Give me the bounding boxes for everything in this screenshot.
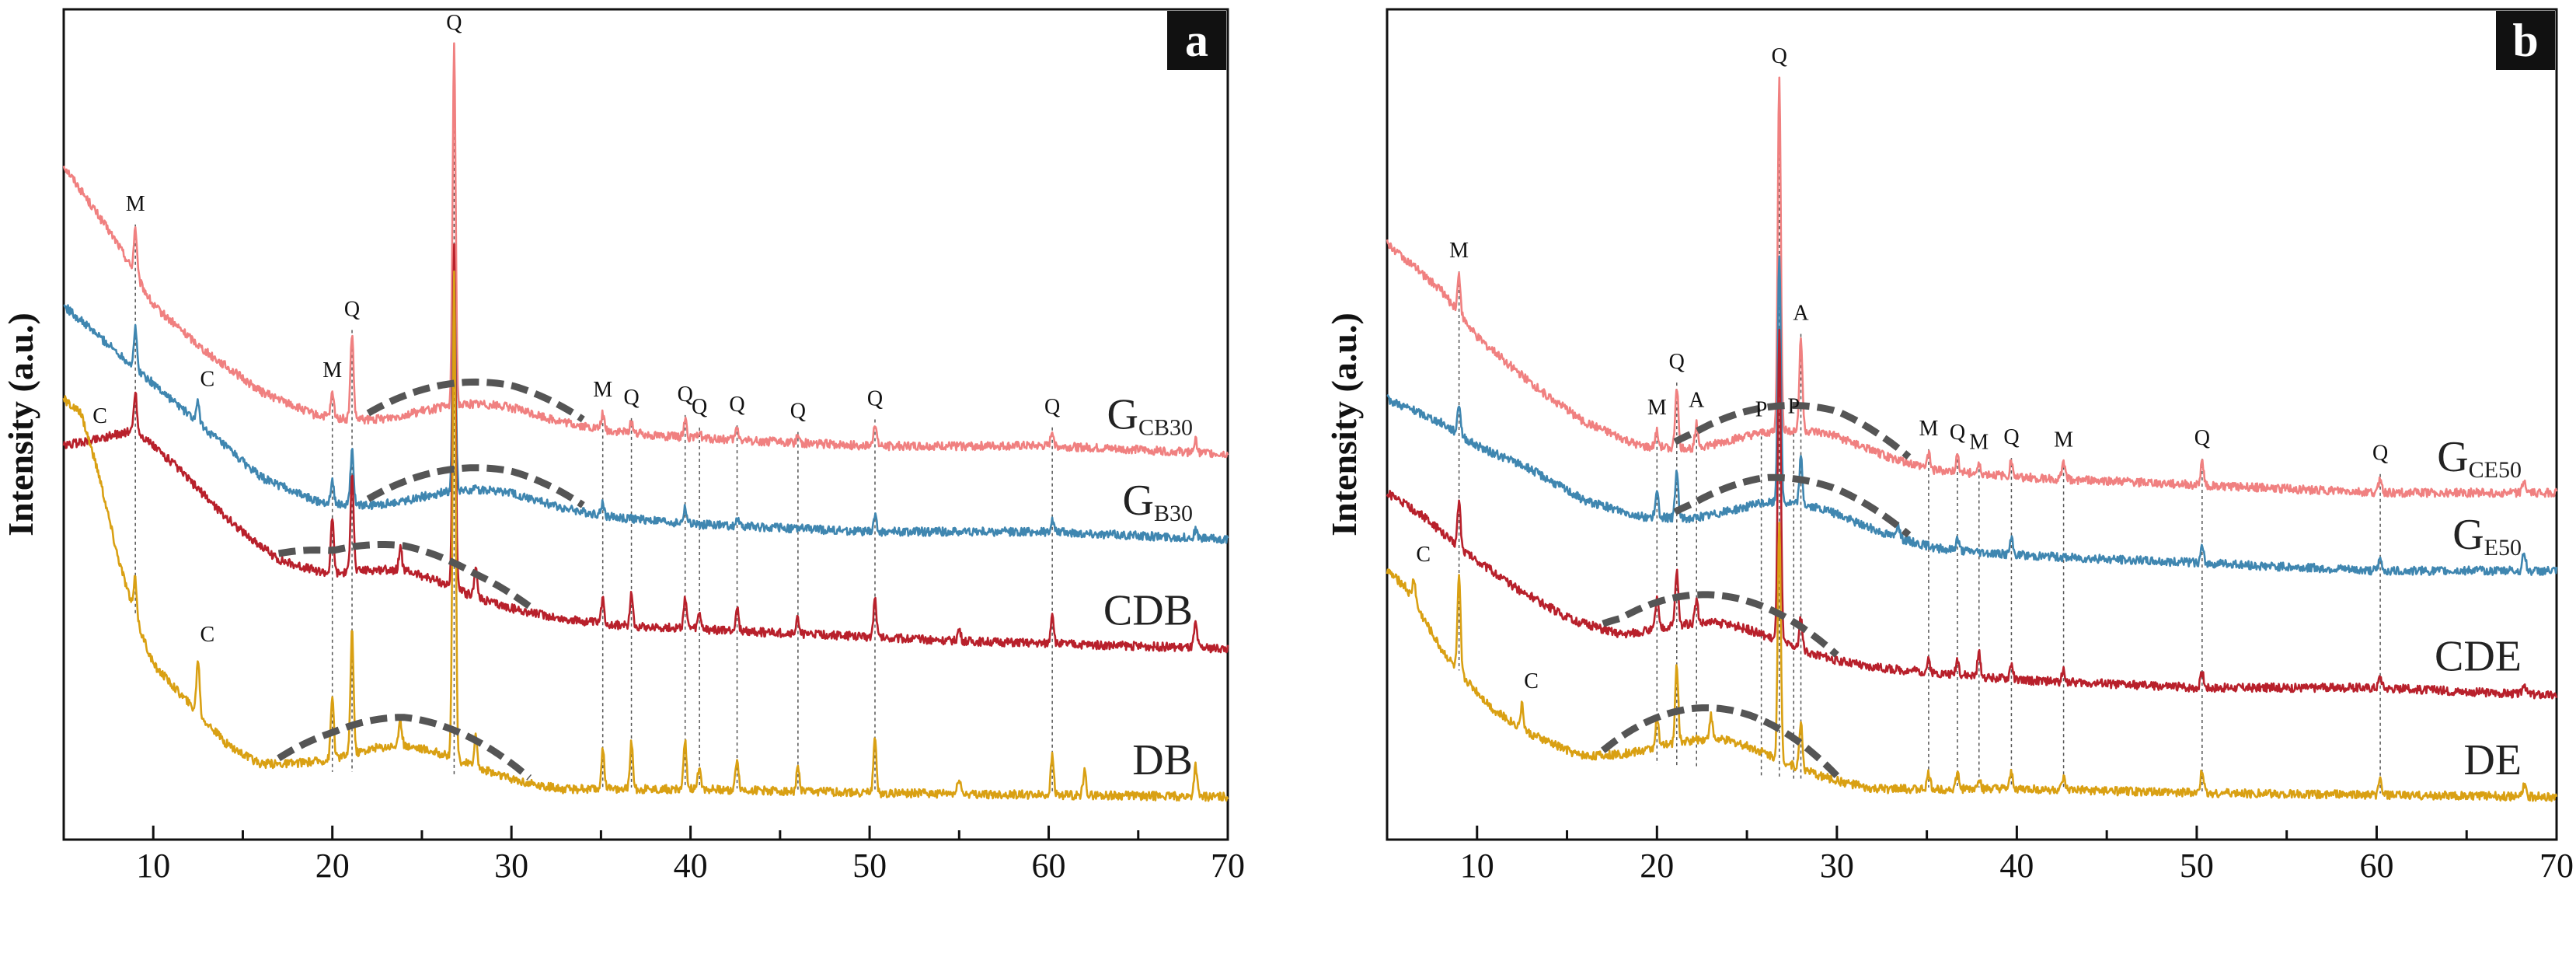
plot-frame (1386, 8, 2558, 841)
series-line-cdb (62, 243, 1229, 654)
amorphous-hump-curve (277, 714, 532, 781)
peak-label: Q (867, 387, 883, 411)
series-line-gce50 (1386, 76, 2558, 498)
peak-label: Q (2194, 426, 2210, 450)
peak-label: Q (1669, 350, 1685, 374)
x-tick-label: 30 (494, 847, 528, 885)
series-label-ge50: GE50 (2452, 511, 2522, 561)
peak-label: Q (1044, 395, 1060, 419)
amorphous-hump-curve (1673, 473, 1912, 538)
x-tick-label: 60 (1032, 847, 1066, 885)
series-label-cdb: CDB (1103, 587, 1193, 635)
peak-label: P (1755, 397, 1768, 421)
peak-label: M (1449, 239, 1469, 263)
x-axis: 10 20 30 40 50 60 70 (1386, 826, 2574, 885)
peak-label: C (92, 404, 107, 428)
peak-label: Q (344, 297, 360, 321)
peak-label: C (1416, 543, 1431, 567)
peak-label: C (1524, 669, 1539, 693)
peak-label: M (2054, 428, 2073, 452)
series-line-de (1386, 522, 2558, 802)
panel-badge (2496, 11, 2555, 70)
peak-label: Q (692, 395, 707, 419)
series-label-gb30: GB30 (1123, 477, 1193, 526)
peak-label: Q (446, 11, 462, 35)
x-tick-label: 50 (852, 847, 887, 885)
peak-label: A (1793, 302, 1809, 326)
peak-label: Q (729, 393, 744, 417)
x-axis: 10 20 30 40 50 60 70 (62, 826, 1245, 885)
x-tick-label: 70 (1211, 847, 1245, 885)
peak-label: M (593, 378, 612, 402)
x-tick-label: 60 (2359, 847, 2393, 885)
series-label-gce50: GCE50 (2437, 433, 2522, 483)
peak-label: P (1787, 395, 1800, 419)
series-label-cde: CDE (2435, 633, 2522, 681)
amorphous-hump-curve (1601, 704, 1840, 779)
series-line-ge50 (1386, 255, 2558, 576)
peak-label: M (1647, 396, 1667, 420)
peak-label: C (200, 367, 215, 391)
amorphous-hump-curve (366, 464, 585, 508)
x-tick-label: 50 (2180, 847, 2214, 885)
x-tick-label: 10 (1460, 847, 1494, 885)
panel-badge-label: a (1185, 15, 1208, 66)
peak-label: A (1689, 389, 1705, 413)
series-line-gb30 (63, 258, 1229, 544)
amorphous-hump-curve (1602, 591, 1839, 658)
series-label-de: DE (2463, 736, 2522, 784)
series-line-db (62, 270, 1229, 802)
peak-label: M (126, 192, 145, 216)
peak-label: M (322, 358, 342, 382)
amorphous-hump-curve (277, 541, 532, 609)
y-axis-title: Intensity (a.u.) (1, 313, 40, 536)
series-label-gcb30: GCB30 (1107, 391, 1193, 441)
peak-label: Q (2003, 425, 2019, 449)
x-tick-label: 70 (2539, 847, 2574, 885)
x-tick-label: 40 (1999, 847, 2034, 885)
x-tick-label: 40 (674, 847, 708, 885)
series-line-cde (1386, 328, 2558, 700)
panel-badge (1167, 11, 1226, 70)
peak-label: Q (623, 386, 639, 410)
peak-label: Q (790, 400, 806, 424)
panel-badge-label: b (2512, 15, 2538, 66)
amorphous-hump-curve (366, 378, 585, 423)
x-tick-label: 20 (1640, 847, 1674, 885)
x-tick-label: 30 (1820, 847, 1854, 885)
peak-label: Q (1950, 421, 1965, 445)
peak-label: M (1919, 417, 1938, 441)
series-line-gcb30 (62, 42, 1229, 459)
peak-label: C (200, 623, 215, 647)
y-axis-title: Intensity (a.u.) (1324, 313, 1364, 536)
series-label-db: DB (1132, 736, 1193, 784)
peak-label: Q (678, 382, 693, 407)
peak-label: Q (1772, 44, 1787, 68)
peak-label: Q (2372, 442, 2388, 466)
x-tick-label: 10 (136, 847, 170, 885)
x-tick-label: 20 (315, 847, 350, 885)
plot-frame (62, 8, 1229, 841)
peak-label: M (1969, 430, 1989, 454)
amorphous-hump-curve (1673, 401, 1912, 460)
